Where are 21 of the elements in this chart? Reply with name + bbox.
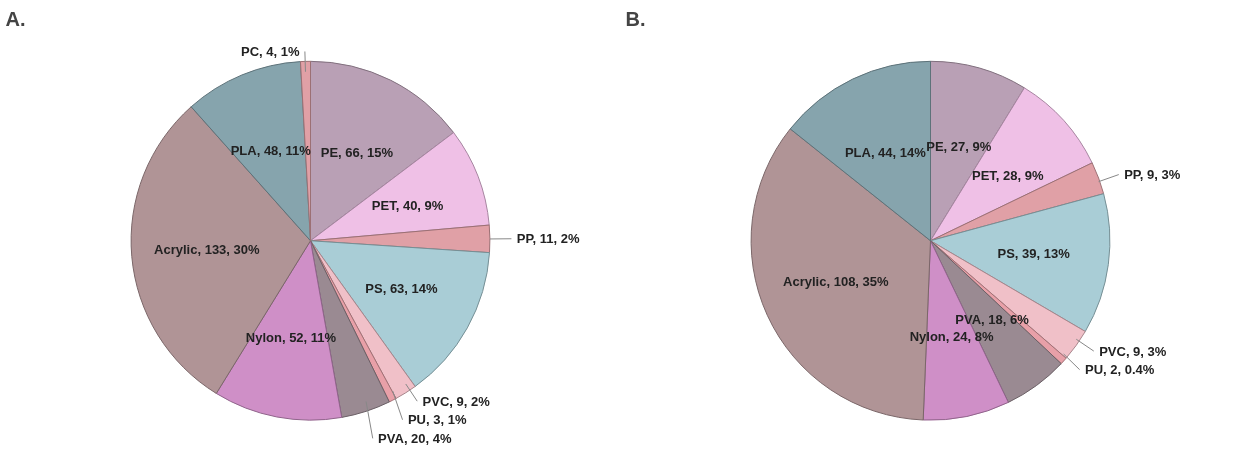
slice-label: PU, 2, 0.4%: [1085, 362, 1155, 378]
slice-label: PU, 3, 1%: [407, 412, 467, 428]
slice-label: PVA, 18, 6%: [955, 312, 1030, 328]
slice-label: PS, 63, 14%: [365, 280, 439, 296]
slice-label: Nylon, 24, 8%: [909, 329, 994, 345]
slice-label: PS, 39, 13%: [997, 246, 1071, 262]
chart-title: A.: [5, 7, 26, 30]
slice-label: PVC, 9, 2%: [422, 393, 491, 409]
slice-label: PVC, 9, 3%: [1099, 343, 1167, 359]
slice-label: Acrylic, 108, 35%: [783, 273, 890, 289]
slice-label: PLA, 44, 14%: [844, 144, 927, 160]
slice-label: PVA, 20, 4%: [378, 430, 453, 446]
slice-label: PE, 66, 15%: [320, 145, 394, 161]
slice-label: PET, 40, 9%: [371, 198, 444, 214]
slice-label: PET, 28, 9%: [971, 167, 1044, 183]
slice-label: Acrylic, 133, 30%: [154, 241, 261, 257]
chart-title: B.: [625, 7, 646, 30]
slice-label: Nylon, 52, 11%: [245, 329, 337, 345]
slice-label: PC, 4, 1%: [240, 43, 300, 59]
slice-label: PP, 9, 3%: [1124, 167, 1181, 183]
slice-label: PP, 11, 2%: [516, 231, 580, 247]
